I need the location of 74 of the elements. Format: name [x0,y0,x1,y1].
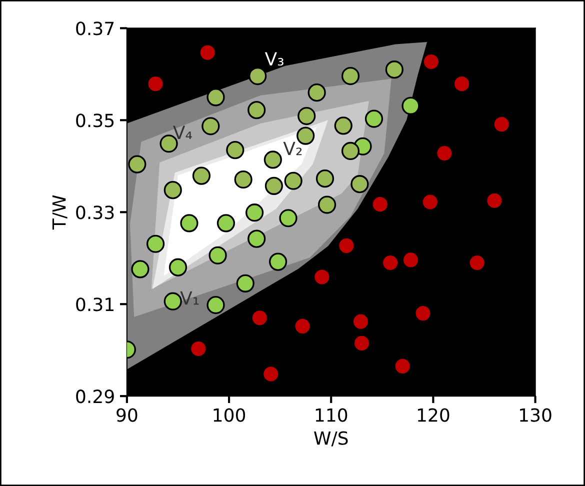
point [339,238,354,253]
point [180,214,198,232]
y-tick-label: 0.29 [76,390,114,404]
point [168,258,188,276]
point [403,252,418,268]
point [264,366,278,382]
x-tick-label: 100 [214,408,246,422]
annotation: V₂ [283,142,302,156]
point [383,255,398,270]
x-tick-label: 110 [316,408,348,422]
point [206,296,225,314]
x-tick-label: 90 [116,408,138,422]
point [131,260,150,278]
point [216,214,236,232]
y-tick-label: 0.37 [76,22,114,36]
point [248,66,267,86]
point [353,314,368,329]
point [494,117,509,132]
point [385,60,404,79]
point [206,88,225,106]
point [422,194,438,210]
point [200,45,215,60]
y-tick-label: 0.35 [76,114,114,128]
point [192,166,211,185]
point [146,234,165,253]
point [354,336,370,350]
point [245,204,264,222]
point [318,196,336,214]
point [334,116,352,135]
point [202,117,220,136]
point [314,270,330,284]
point [279,209,298,228]
point [248,230,266,248]
annotation: V₁ [180,291,199,305]
point [128,155,146,174]
point [234,170,252,189]
point [164,292,182,310]
y-tick-label: 0.31 [76,298,114,312]
x-tick-label: 120 [418,408,450,422]
point [341,142,360,160]
x-tick-label: 130 [520,408,552,422]
point [208,246,227,264]
y-tick-label: 0.33 [76,206,114,220]
point [268,252,288,271]
point [341,66,360,86]
point [164,181,182,200]
point [191,341,206,356]
point [236,274,254,292]
point [424,54,438,70]
point [264,150,282,169]
point [298,106,316,126]
y-axis-title: T/W [52,195,68,230]
annotation: V₄ [173,126,192,140]
point [252,310,267,326]
point [264,176,283,195]
point [416,306,430,321]
point [454,76,470,92]
point [364,110,384,128]
point [437,146,452,161]
point [295,318,310,334]
point [308,84,326,102]
point [395,358,410,374]
annotation: V₃ [264,52,284,66]
point [350,175,369,194]
point [402,96,420,115]
point [316,170,334,188]
point [372,197,388,212]
point [470,255,484,270]
x-axis-title: W/S [314,431,348,446]
point [487,193,502,208]
point [248,100,266,120]
point [148,76,163,92]
point [226,141,244,160]
point [284,172,302,190]
